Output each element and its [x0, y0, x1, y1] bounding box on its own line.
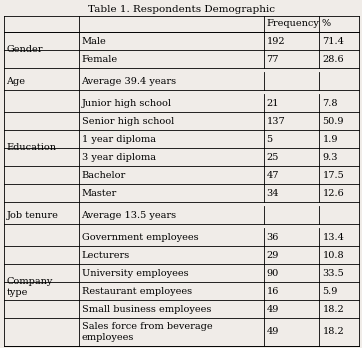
- Text: 29: 29: [266, 251, 279, 260]
- Text: 90: 90: [266, 269, 279, 277]
- Text: 7.8: 7.8: [323, 98, 338, 108]
- Text: 28.6: 28.6: [323, 55, 344, 63]
- Text: Senior high school: Senior high school: [81, 117, 174, 126]
- Text: Restaurant employees: Restaurant employees: [81, 286, 191, 295]
- Text: Average 39.4 years: Average 39.4 years: [81, 77, 177, 86]
- Text: Gender: Gender: [7, 46, 43, 55]
- Text: 49: 49: [266, 327, 279, 337]
- Text: 1.9: 1.9: [323, 134, 338, 143]
- Text: 17.5: 17.5: [323, 171, 344, 180]
- Text: 21: 21: [266, 98, 279, 108]
- Text: Sales force from beverage
employees: Sales force from beverage employees: [81, 322, 212, 342]
- Text: Company
type: Company type: [7, 277, 53, 297]
- Text: 3 year diploma: 3 year diploma: [81, 152, 156, 161]
- Text: 12.6: 12.6: [323, 189, 344, 198]
- Text: 192: 192: [266, 37, 285, 46]
- Text: Education: Education: [7, 143, 56, 152]
- Text: Small business employees: Small business employees: [81, 304, 211, 314]
- Text: Bachelor: Bachelor: [81, 171, 126, 180]
- Text: 47: 47: [266, 171, 279, 180]
- Text: University employees: University employees: [81, 269, 188, 277]
- Text: 16: 16: [266, 286, 279, 295]
- Text: 9.3: 9.3: [323, 152, 338, 161]
- Text: Female: Female: [81, 55, 118, 63]
- Text: Frequency: Frequency: [266, 19, 319, 29]
- Text: 18.2: 18.2: [323, 304, 344, 314]
- Text: Job tenure: Job tenure: [7, 211, 58, 220]
- Text: Lecturers: Lecturers: [81, 251, 130, 260]
- Text: 50.9: 50.9: [323, 117, 344, 126]
- Text: 36: 36: [266, 232, 279, 242]
- Text: 49: 49: [266, 304, 279, 314]
- Text: 5: 5: [266, 134, 273, 143]
- Text: 71.4: 71.4: [323, 37, 344, 46]
- Text: Age: Age: [7, 77, 25, 86]
- Text: 13.4: 13.4: [323, 232, 344, 242]
- Text: Junior high school: Junior high school: [81, 98, 172, 108]
- Text: 33.5: 33.5: [323, 269, 344, 277]
- Text: Male: Male: [81, 37, 106, 46]
- Text: %: %: [321, 19, 331, 29]
- Text: Average 13.5 years: Average 13.5 years: [81, 211, 177, 220]
- Text: Government employees: Government employees: [81, 232, 198, 242]
- Text: 34: 34: [266, 189, 279, 198]
- Text: Table 1. Respondents Demographic: Table 1. Respondents Demographic: [88, 5, 274, 14]
- Text: 18.2: 18.2: [323, 327, 344, 337]
- Text: 77: 77: [266, 55, 279, 63]
- Text: 137: 137: [266, 117, 285, 126]
- Text: 25: 25: [266, 152, 279, 161]
- Text: 10.8: 10.8: [323, 251, 344, 260]
- Text: 1 year diploma: 1 year diploma: [81, 134, 156, 143]
- Text: Master: Master: [81, 189, 117, 198]
- Text: 5.9: 5.9: [323, 286, 338, 295]
